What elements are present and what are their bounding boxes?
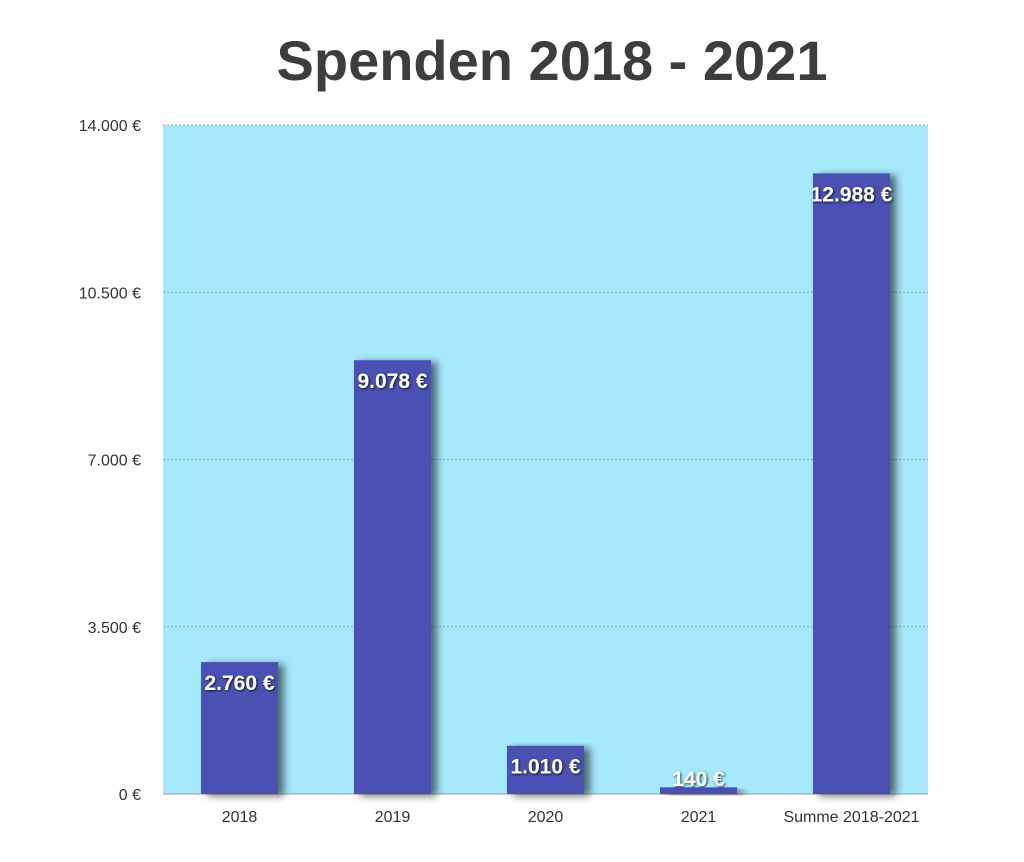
chart-title: Spenden 2018 - 2021 <box>276 29 828 92</box>
bar <box>660 787 737 794</box>
data-label: 9.078 € <box>357 370 427 393</box>
x-axis-ticks: 2018 2019 2020 2021 Summe 2018-2021 <box>222 809 920 826</box>
data-label: 1.010 € <box>510 756 580 779</box>
y-tick-label: 3.500 € <box>88 620 141 637</box>
y-tick-label: 0 € <box>119 787 141 804</box>
data-label: 140 € <box>672 768 725 791</box>
bars <box>201 173 890 795</box>
bar <box>507 745 584 794</box>
bar <box>354 360 431 794</box>
bar <box>201 662 278 794</box>
x-tick-label: 2020 <box>528 809 564 826</box>
x-tick-label: 2021 <box>681 809 717 826</box>
y-axis-ticks: 0 € 3.500 € 7.000 € 10.500 € 14.000 € <box>79 118 141 804</box>
y-tick-label: 10.500 € <box>79 285 141 302</box>
data-label: 12.988 € <box>811 183 893 206</box>
y-tick-label: 7.000 € <box>88 453 141 470</box>
x-tick-label: 2018 <box>222 809 258 826</box>
data-label: 2.760 € <box>204 672 274 695</box>
x-tick-label: 2019 <box>375 809 411 826</box>
y-tick-label: 14.000 € <box>79 118 141 135</box>
x-tick-label: Summe 2018-2021 <box>783 809 919 826</box>
data-labels: 2.760 € 9.078 € 1.010 € 140 € 12.988 € <box>204 183 892 791</box>
bar <box>813 173 890 795</box>
